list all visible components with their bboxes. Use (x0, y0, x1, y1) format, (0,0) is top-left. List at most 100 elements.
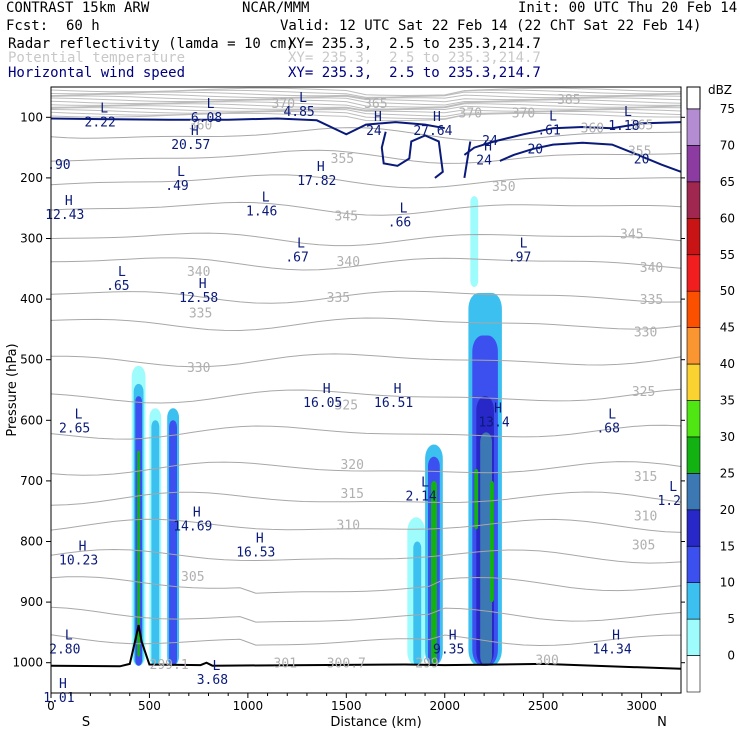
extremum-marker: H (494, 401, 502, 416)
theta-contour-label: 301 (274, 657, 297, 672)
extremum-value: 12.58 (179, 291, 218, 306)
theta-contour-line (51, 149, 681, 164)
extremum-value: 13.4 (478, 415, 509, 430)
colorbar-swatch (686, 618, 701, 656)
terrain-layer (51, 624, 681, 670)
theta-contour-line (51, 606, 681, 623)
theta-contour-label: 330 (634, 326, 657, 341)
y-tick-label: 500 (20, 353, 43, 367)
theta-contour-label: 299 (415, 657, 438, 672)
theta-contour-label: 360 (581, 121, 604, 136)
x-axis-right-end: N (657, 715, 667, 730)
theta-contour-label: 340 (337, 255, 360, 270)
colorbar-label: 40 (720, 357, 735, 371)
theta-contour-label: 370 (459, 106, 482, 121)
theta-contour-label: 370 (272, 97, 295, 112)
theta-contour-layer (51, 127, 681, 647)
theta-contour-line (51, 232, 681, 247)
colorbar-swatch (686, 108, 701, 146)
theta-contour-label: 300.7 (327, 657, 366, 672)
colorbar-swatch (686, 218, 701, 256)
theta-contour-label: 320 (340, 458, 363, 473)
extremum-value: 6.08 (191, 111, 222, 126)
extremum-marker: L (75, 407, 83, 422)
extremum-value: .61 (537, 123, 560, 138)
theta-contour-label: 345 (620, 228, 643, 243)
x-axis-left-end: S (82, 715, 90, 730)
extremum-value: 1.46 (246, 205, 277, 220)
theta-contour-label: 365 (364, 97, 387, 112)
upper-theta-line (51, 89, 681, 98)
extremum-marker: L (400, 201, 408, 216)
extremum-value: .90 (47, 158, 70, 173)
theta-contour-line (51, 424, 681, 440)
colorbar: dBZ 0 5 10 15 20 25 30 35 40 45 50 55 60 65 70 75 (686, 83, 735, 693)
theta-contour-line (51, 461, 681, 476)
theta-contour-line (51, 388, 681, 404)
colorbar-label: 75 (720, 102, 735, 116)
extremum-value: 9.35 (433, 643, 464, 658)
theta-contour-line (51, 634, 681, 647)
y-tick-label: 900 (20, 595, 43, 609)
extremum-marker: L (669, 480, 677, 495)
theta-contour-line (51, 174, 681, 189)
field-xy-wind: XY= 235.3, 2.5 to 235.3,214.7 (288, 65, 541, 81)
extremum-marker: H (433, 110, 441, 125)
x-tick-label: 2500 (528, 699, 559, 713)
theta-contour-label: 340 (187, 265, 210, 280)
colorbar-label: 15 (720, 539, 735, 553)
theta-contour-line (51, 353, 681, 368)
extremum-marker: L (262, 191, 270, 206)
reflectivity-cell (470, 196, 479, 287)
x-tick-label: 500 (138, 699, 161, 713)
theta-contour-line (51, 257, 681, 271)
y-tick-label: 800 (20, 535, 43, 549)
extremum-marker: L (207, 97, 215, 112)
extremum-marker: H (394, 382, 402, 397)
x-axis-label: Distance (km) (330, 715, 421, 730)
extremum-marker: H (323, 382, 331, 397)
wind-contour-line (463, 141, 472, 179)
extremum-marker: H (612, 629, 620, 644)
theta-contour-label: 325 (335, 398, 358, 413)
theta-contour-label: 330 (187, 361, 210, 376)
theta-contour-label: 315 (634, 470, 657, 485)
org-label: NCAR/MMM (242, 0, 310, 16)
extremum-value: 3.68 (197, 673, 228, 688)
wind-contour-label: 20 (634, 152, 650, 167)
extremum-value: 24 (366, 124, 382, 139)
extremum-value: 16.05 (303, 396, 342, 411)
colorbar-label: 25 (720, 466, 735, 480)
theta-contour-label: 299.1 (150, 658, 189, 673)
colorbar-swatch (686, 254, 701, 292)
colorbar-swatch (686, 290, 701, 328)
reflectivity-cell (137, 450, 140, 657)
theta-contour-line (51, 576, 681, 594)
model-title: CONTRAST 15km ARW (6, 0, 150, 16)
reflectivity-cell (490, 480, 494, 603)
theta-contour-label: 385 (557, 93, 580, 108)
y-tick-label: 1000 (12, 656, 43, 670)
extremum-value: 14.69 (173, 520, 212, 535)
extremum-value: 1.2 (657, 494, 680, 509)
y-tick-label: 600 (20, 413, 43, 427)
upper-theta-line (51, 108, 681, 117)
extremum-marker: L (549, 109, 557, 124)
y-axis-label: Pressure (hPa) (5, 343, 20, 436)
colorbar-cap (686, 86, 701, 110)
colorbar-swatch (686, 473, 701, 511)
theta-contour-label: 335 (189, 306, 212, 321)
extremum-value: 17.82 (297, 174, 336, 189)
upper-theta-line (51, 105, 681, 112)
x-tick-label: 3000 (626, 699, 657, 713)
colorbar-label: 45 (720, 321, 735, 335)
extremum-marker: L (212, 659, 220, 674)
extremum-marker: H (79, 540, 87, 555)
reflectivity-cell (151, 420, 160, 666)
wind-contour-layer (51, 117, 681, 179)
extremum-value: 12.43 (45, 208, 84, 223)
extremum-value: .66 (388, 215, 411, 230)
extremum-marker: L (118, 265, 126, 280)
wind-contour-line (463, 121, 681, 156)
theta-contour-label: 370 (512, 106, 535, 121)
